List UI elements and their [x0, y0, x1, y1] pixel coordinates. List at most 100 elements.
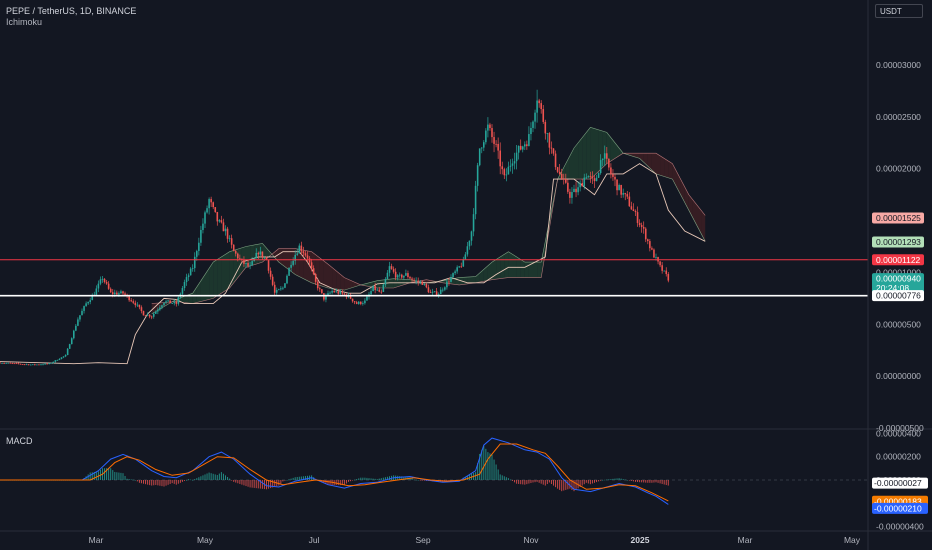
- time-axis-tick-label: May: [844, 535, 861, 545]
- macd-histogram-bar: [637, 480, 639, 483]
- candle-body: [562, 178, 565, 180]
- macd-histogram-bar: [348, 480, 349, 482]
- macd-histogram-bar: [413, 479, 415, 481]
- macd-histogram-bar: [446, 480, 448, 482]
- candle-body: [91, 294, 94, 301]
- ichimoku-cloud-segment: [627, 153, 632, 156]
- ichimoku-cloud-segment: [578, 137, 583, 180]
- candle-body: [329, 292, 331, 294]
- candle-body: [228, 238, 231, 240]
- macd-histogram-bar: [598, 480, 600, 482]
- ichimoku-cloud-segment: [299, 249, 304, 279]
- candle-body: [310, 262, 313, 269]
- macd-histogram-bar: [655, 480, 657, 483]
- macd-histogram-bar: [177, 480, 179, 484]
- macd-histogram-bar: [557, 480, 559, 489]
- candle-body: [288, 267, 290, 276]
- candle-body: [591, 176, 594, 179]
- candle-body: [618, 184, 620, 191]
- ichimoku-cloud-segment: [205, 268, 210, 301]
- time-axis[interactable]: Mar May Jul Sep Nov 2025 Mar May: [0, 530, 932, 545]
- ichimoku-cloud-segment: [656, 153, 661, 176]
- macd-histogram-bar: [542, 480, 544, 485]
- candle-body: [284, 283, 286, 288]
- candle-body: [384, 279, 387, 285]
- ichimoku-cloud-segment: [295, 248, 300, 277]
- candle-body: [526, 144, 528, 146]
- ichimoku-cloud-segment: [647, 153, 652, 171]
- candle-body: [103, 278, 106, 282]
- macd-indicator-label[interactable]: MACD: [6, 436, 33, 446]
- symbol-title[interactable]: PEPE / TetherUS, 1D, BINANCE: [6, 6, 137, 16]
- macd-histogram-bar: [261, 480, 263, 489]
- macd-histogram-bar: [93, 471, 95, 480]
- macd-histogram-bar: [632, 480, 634, 482]
- ichimoku-cloud-segment: [401, 279, 406, 286]
- ichimoku-cloud-segment: [586, 127, 591, 180]
- macd-histogram-bar: [134, 480, 136, 481]
- macd-histogram-bar: [419, 480, 421, 481]
- macd-histogram-bar: [626, 480, 628, 481]
- candle-body: [193, 256, 196, 269]
- candle-body: [105, 281, 108, 284]
- candle-body: [606, 153, 608, 159]
- macd-histogram-bar: [421, 480, 423, 481]
- candle-body: [448, 281, 450, 283]
- candle-body: [23, 364, 26, 366]
- macd-histogram-bar: [243, 480, 245, 486]
- macd-histogram-bar: [561, 480, 563, 492]
- macd-signal-line: [0, 443, 669, 502]
- candle-body: [136, 304, 139, 306]
- macd-histogram-bar: [173, 480, 175, 484]
- main-price-pane[interactable]: [0, 89, 932, 430]
- candle-body: [536, 100, 538, 113]
- macd-histogram-bar: [559, 480, 561, 490]
- candle-body: [243, 259, 245, 264]
- candle-body: [263, 257, 266, 259]
- candle-body: [335, 291, 337, 293]
- candle-body: [353, 301, 356, 303]
- macd-axis-tick-label: 0.00000400: [876, 428, 921, 438]
- macd-histogram-bar: [181, 480, 183, 482]
- macd-histogram-bar: [565, 480, 567, 490]
- candle-body: [425, 283, 428, 288]
- candle-body: [312, 268, 315, 274]
- candle-body: [7, 362, 9, 364]
- candle-body: [644, 228, 647, 240]
- macd-histogram-bar: [266, 480, 267, 490]
- ichimoku-cloud-segment: [582, 132, 587, 180]
- price-axis[interactable]: 0.000035000.000030000.000025000.00002000…: [867, 0, 928, 550]
- candle-body: [487, 124, 489, 131]
- macd-histogram-bar: [635, 480, 636, 482]
- macd-histogram-bar: [567, 480, 569, 490]
- macd-histogram-bar: [360, 477, 362, 480]
- macd-histogram-bar: [120, 472, 122, 480]
- candle-body: [38, 364, 40, 366]
- candle-body: [230, 238, 233, 245]
- candle-body: [612, 174, 614, 177]
- ichimoku-cloud-segment: [635, 153, 640, 159]
- candle-body: [222, 222, 225, 232]
- candle-body: [439, 289, 442, 295]
- macd-histogram-bar: [284, 480, 286, 481]
- macd-histogram-bar: [581, 480, 583, 486]
- ichimoku-cloud-segment: [233, 249, 238, 283]
- indicator-label-ichimoku[interactable]: Ichimoku: [6, 17, 43, 27]
- candle-body: [366, 296, 368, 301]
- macd-pane[interactable]: [0, 437, 868, 505]
- candle-body: [314, 273, 317, 282]
- currency-button[interactable]: USDT: [875, 4, 923, 18]
- macd-histogram-bar: [378, 478, 380, 480]
- candle-body: [275, 289, 278, 293]
- candle-body: [423, 283, 426, 285]
- macd-histogram-bar: [114, 471, 116, 480]
- price-axis-tick-label: 0.00002500: [876, 112, 921, 122]
- price-label-value: 0.00000776: [876, 291, 921, 301]
- candle-body: [200, 229, 202, 243]
- candle-body: [239, 258, 241, 260]
- candle-body: [54, 360, 57, 362]
- macd-histogram-bar: [399, 476, 401, 480]
- candle-body: [655, 257, 657, 258]
- candle-body: [48, 363, 50, 365]
